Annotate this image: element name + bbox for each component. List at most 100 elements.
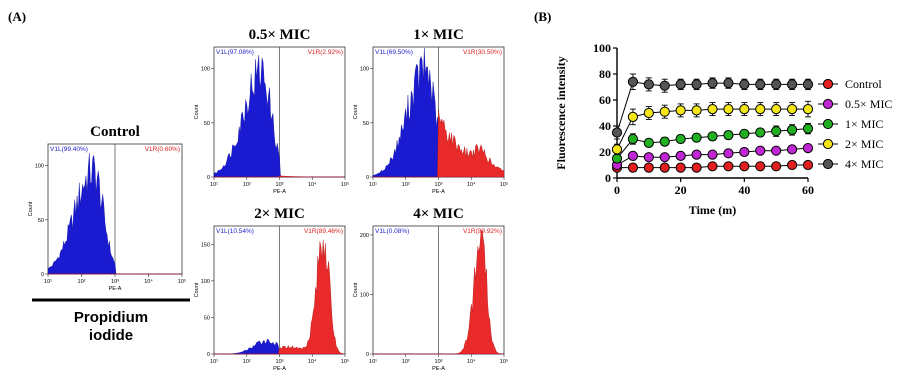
histogram-red-population <box>373 110 505 178</box>
data-point <box>723 78 734 89</box>
data-point <box>659 162 670 173</box>
data-point <box>739 104 750 115</box>
gate-right-label: V1R(2.92%) <box>308 49 343 56</box>
gate-left-label: V1L(97.08%) <box>216 49 254 56</box>
x-tick-label: 10¹ <box>210 359 218 365</box>
data-point <box>627 150 639 161</box>
legend-item-0-5-mic: 0.5× MIC <box>818 97 892 111</box>
data-point <box>643 79 654 90</box>
data-point <box>723 104 734 115</box>
gate-left-label: V1L(69.50%) <box>375 49 413 56</box>
data-point <box>627 162 639 173</box>
series-2-mic <box>611 100 814 156</box>
x-tick-label: 60 <box>802 183 814 197</box>
x-tick-label: 10⁵ <box>341 181 349 188</box>
x-tick-label: 40 <box>738 183 750 197</box>
histogram-red-population <box>373 229 505 355</box>
y-tick-label: 100 <box>360 292 369 298</box>
x-tick-label: 10³ <box>276 359 284 365</box>
y-tick-label: 60 <box>599 93 611 107</box>
data-point <box>786 159 798 171</box>
x-tick-label: 10² <box>243 359 251 365</box>
data-point <box>627 133 639 145</box>
x-tick-label: 10³ <box>435 359 443 365</box>
y-tick-label: 50 <box>363 121 369 127</box>
y-axis-title: Count <box>194 282 200 297</box>
histogram-4x-mic: 4× MICV1L(0.08%)V1R(99.92%)10¹10²10³10⁴1… <box>353 206 508 372</box>
data-point <box>771 161 782 172</box>
x-axis-title: PE-A <box>273 189 286 195</box>
data-point <box>707 161 718 172</box>
x-tick-label: 10⁴ <box>144 278 153 285</box>
x-axis-title: PE-A <box>432 189 445 195</box>
y-tick-label: 0 <box>207 175 210 181</box>
legend-label: 4× MIC <box>845 157 883 171</box>
data-point <box>643 137 654 148</box>
legend-item-1-mic: 1× MIC <box>818 117 883 131</box>
x-tick-label: 10¹ <box>210 182 218 188</box>
data-point <box>691 132 702 143</box>
x-axis-title: Time (m) <box>689 203 736 217</box>
data-point <box>691 149 702 160</box>
x-axis-title: PE-A <box>432 366 445 372</box>
data-point <box>659 106 670 117</box>
x-tick-label: 10⁴ <box>467 181 476 188</box>
gate-right-label: V1R(89.46%) <box>304 228 343 235</box>
y-tick-label: 0 <box>366 175 369 181</box>
histogram-title: 4× MIC <box>413 206 464 222</box>
histogram-title: Control <box>90 124 140 140</box>
legend-marker <box>822 138 834 150</box>
data-point <box>691 162 702 173</box>
data-point <box>771 79 782 90</box>
data-point <box>627 111 639 123</box>
data-point <box>659 136 670 147</box>
data-point <box>786 79 798 90</box>
propidium-iodide-label-line2: iodide <box>89 327 133 344</box>
data-point <box>643 107 654 119</box>
legend-marker <box>822 118 834 130</box>
data-point <box>707 78 718 89</box>
x-tick-label: 10³ <box>111 279 119 285</box>
histogram-red-population <box>214 239 346 355</box>
data-point <box>707 131 718 142</box>
x-tick-label: 0 <box>614 183 620 197</box>
x-tick-label: 10³ <box>435 182 443 188</box>
histogram-0-5x-mic: 0.5× MIC V1L(97.08%) V1R(2.92%) 10¹ 10² 10³ 10… <box>194 27 349 195</box>
y-tick-label: 0 <box>366 352 369 358</box>
gate-left-label: V1L(99.40%) <box>50 146 88 153</box>
data-point <box>771 145 782 156</box>
y-axis-title: Count <box>353 104 359 119</box>
legend: Control 0.5× MIC 1× MIC 2× MIC 4× MIC <box>818 77 892 171</box>
legend-label: 0.5× MIC <box>845 97 892 111</box>
legend-marker <box>822 158 834 170</box>
x-tick-label: 10² <box>78 279 86 285</box>
data-point <box>707 149 718 160</box>
x-tick-label: 10¹ <box>369 182 377 188</box>
y-tick-label: 80 <box>599 67 611 81</box>
legend-item-4-mic: 4× MIC <box>818 157 883 171</box>
data-point <box>755 79 766 90</box>
data-point <box>691 105 702 116</box>
data-point <box>723 130 734 141</box>
y-axis-title: Count <box>353 282 359 297</box>
y-tick-label: 100 <box>35 164 44 170</box>
x-tick-label: 10³ <box>276 182 284 188</box>
data-point <box>675 133 686 145</box>
legend-label: Control <box>845 77 882 91</box>
y-tick-label: 150 <box>201 242 210 248</box>
data-point <box>771 104 782 115</box>
y-tick-label: 0 <box>41 272 44 278</box>
data-point <box>802 123 814 134</box>
data-point <box>771 126 782 137</box>
y-tick-label: 100 <box>201 279 210 285</box>
data-point <box>802 79 814 90</box>
panel-label-b: (B) <box>534 9 551 24</box>
panel-label-a: (A) <box>8 9 26 24</box>
data-point <box>723 148 734 159</box>
legend-item-control: Control <box>818 77 882 91</box>
data-point <box>739 161 750 172</box>
y-tick-label: 200 <box>360 233 369 239</box>
y-tick-label: 100 <box>593 41 611 55</box>
data-point <box>786 104 798 115</box>
